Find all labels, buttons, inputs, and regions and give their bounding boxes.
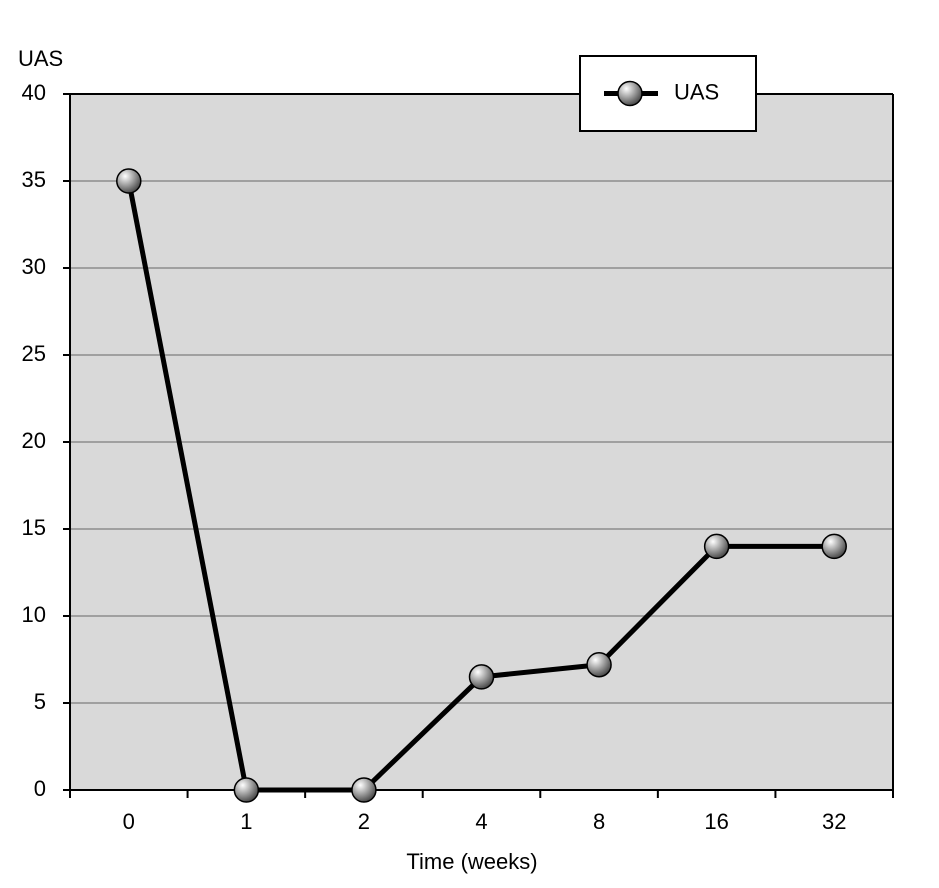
data-point (468, 664, 495, 690)
y-tick-label: 15 (22, 515, 46, 540)
y-axis-label: UAS (18, 46, 63, 71)
x-tick-label: 32 (822, 809, 846, 834)
y-tick-label: 0 (34, 776, 46, 801)
legend-marker (617, 80, 643, 107)
y-tick-label: 10 (22, 602, 46, 627)
data-point (116, 168, 142, 194)
data-point (233, 777, 260, 803)
legend-label: UAS (674, 79, 719, 104)
data-point (351, 777, 377, 803)
y-tick-label: 25 (22, 341, 46, 366)
x-axis-label: Time (weeks) (406, 849, 537, 874)
x-tick-label: 0 (123, 809, 135, 834)
x-tick-label: 16 (704, 809, 728, 834)
x-tick-label: 2 (358, 809, 370, 834)
y-tick-label: 20 (22, 428, 46, 453)
data-point (703, 533, 730, 560)
data-point (586, 651, 612, 678)
y-tick-label: 5 (34, 689, 46, 714)
x-tick-label: 8 (593, 809, 605, 834)
data-point (821, 533, 847, 560)
y-tick-label: 35 (22, 167, 46, 192)
x-tick-label: 1 (240, 809, 252, 834)
y-tick-label: 40 (22, 80, 46, 105)
y-tick-label: 30 (22, 254, 46, 279)
x-tick-label: 4 (475, 809, 487, 834)
